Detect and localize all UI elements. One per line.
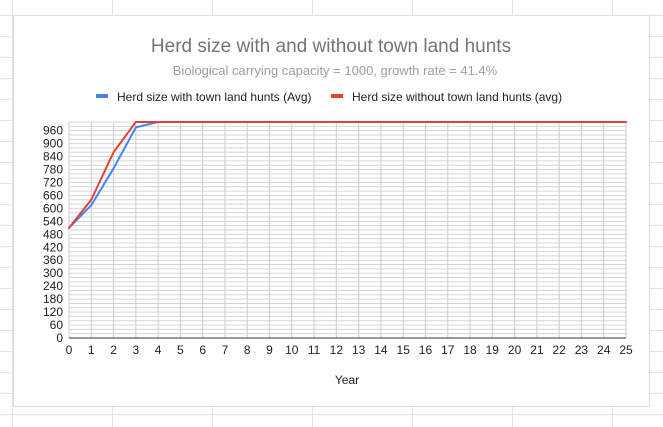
x-tick-label: 7: [222, 343, 229, 357]
x-tick-label: 20: [508, 343, 522, 357]
y-tick-label: 960: [43, 124, 63, 138]
series-line-without-hunts[interactable]: [68, 121, 627, 229]
x-tick-label: 1: [88, 343, 95, 357]
y-tick-label: 300: [43, 266, 63, 280]
x-tick-label: 5: [177, 343, 184, 357]
y-tick-label: 60: [50, 318, 64, 332]
y-tick-label: 240: [43, 279, 63, 293]
x-tick-label: 0: [66, 343, 73, 357]
grid-lines: [68, 121, 627, 339]
chart-subtitle: Biological carrying capacity = 1000, gro…: [173, 63, 498, 78]
x-tick-label: 2: [110, 343, 117, 357]
x-tick-label: 8: [244, 343, 251, 357]
x-tick-label: 24: [597, 343, 611, 357]
series-lines: [68, 121, 627, 229]
x-tick-label: 18: [463, 343, 477, 357]
legend-swatch-without-hunts: [331, 94, 343, 98]
y-tick-label: 900: [43, 137, 63, 151]
y-tick-label: 660: [43, 188, 63, 202]
x-tick-label: 21: [530, 343, 544, 357]
y-tick-label: 840: [43, 150, 63, 164]
x-tick-label: 15: [397, 343, 411, 357]
y-tick-label: 480: [43, 227, 63, 241]
y-tick-label: 120: [43, 305, 63, 319]
x-tick-label: 9: [266, 343, 273, 357]
y-tick-label: 600: [43, 201, 63, 215]
x-tick-label: 13: [352, 343, 366, 357]
x-tick-label: 10: [285, 343, 299, 357]
legend-label-with-hunts: Herd size with town land hunts (Avg): [117, 90, 312, 104]
x-tick-label: 17: [441, 343, 455, 357]
x-tick-label: 22: [552, 343, 566, 357]
chart-title: Herd size with and without town land hun…: [151, 36, 511, 57]
x-tick-label: 12: [330, 343, 344, 357]
y-axis-tick-labels: 0601201802403003604204805406006607207808…: [43, 124, 63, 345]
x-tick-label: 6: [199, 343, 206, 357]
legend-label-without-hunts: Herd size without town land hunts (avg): [352, 90, 562, 104]
y-tick-label: 0: [56, 331, 63, 345]
x-tick-label: 16: [419, 343, 433, 357]
chart-card[interactable]: [14, 16, 649, 406]
x-tick-label: 23: [575, 343, 589, 357]
y-tick-label: 540: [43, 214, 63, 228]
y-tick-label: 780: [43, 163, 63, 177]
x-tick-label: 14: [374, 343, 388, 357]
x-axis-tick-labels: 0 1 2 3 4 5 6 7 8 9 10 11 12 13 14 15 16 17 18 19 20 21 22 23 24…: [66, 343, 633, 357]
x-tick-label: 4: [155, 343, 162, 357]
x-tick-label: 19: [486, 343, 500, 357]
legend-swatch-with-hunts: [96, 94, 108, 98]
x-axis-title: Year: [335, 373, 359, 387]
legend: Herd size with town land hunts (Avg) Her…: [96, 90, 562, 104]
y-tick-label: 360: [43, 253, 63, 267]
series-line-with-hunts[interactable]: [68, 121, 627, 229]
y-tick-label: 420: [43, 240, 63, 254]
y-tick-label: 720: [43, 175, 63, 189]
x-tick-label: 3: [132, 343, 139, 357]
x-tick-label: 25: [619, 343, 633, 357]
y-tick-label: 180: [43, 292, 63, 306]
x-tick-label: 11: [308, 343, 321, 357]
